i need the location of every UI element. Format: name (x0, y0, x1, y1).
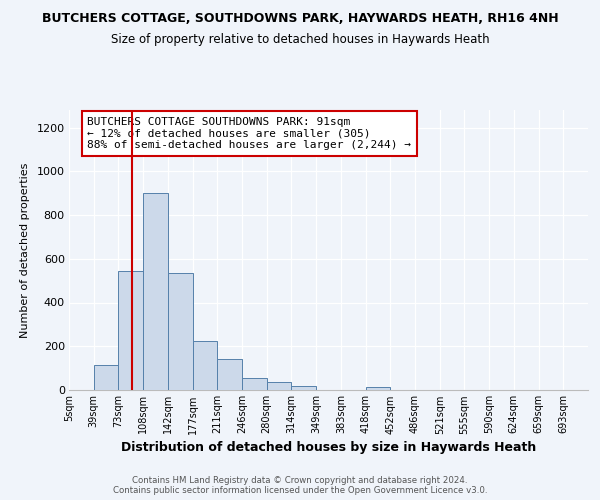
Bar (143, 193, 168, 390)
Bar (217, 360, 242, 390)
Bar (365, 386, 390, 390)
Bar (168, 273, 193, 390)
Text: Size of property relative to detached houses in Haywards Heath: Size of property relative to detached ho… (110, 32, 490, 46)
Bar (292, 386, 316, 390)
Bar (118, 271, 143, 390)
Bar (193, 341, 217, 390)
Y-axis label: Number of detached properties: Number of detached properties (20, 162, 30, 338)
Text: Contains HM Land Registry data © Crown copyright and database right 2024.: Contains HM Land Registry data © Crown c… (132, 476, 468, 485)
Bar (267, 382, 292, 390)
Bar (242, 378, 267, 390)
Text: BUTCHERS COTTAGE, SOUTHDOWNS PARK, HAYWARDS HEATH, RH16 4NH: BUTCHERS COTTAGE, SOUTHDOWNS PARK, HAYWA… (41, 12, 559, 26)
X-axis label: Distribution of detached houses by size in Haywards Heath: Distribution of detached houses by size … (121, 440, 536, 454)
Bar (94, 365, 118, 390)
Text: Contains public sector information licensed under the Open Government Licence v3: Contains public sector information licen… (113, 486, 487, 495)
Text: BUTCHERS COTTAGE SOUTHDOWNS PARK: 91sqm
← 12% of detached houses are smaller (30: BUTCHERS COTTAGE SOUTHDOWNS PARK: 91sqm … (87, 117, 411, 150)
